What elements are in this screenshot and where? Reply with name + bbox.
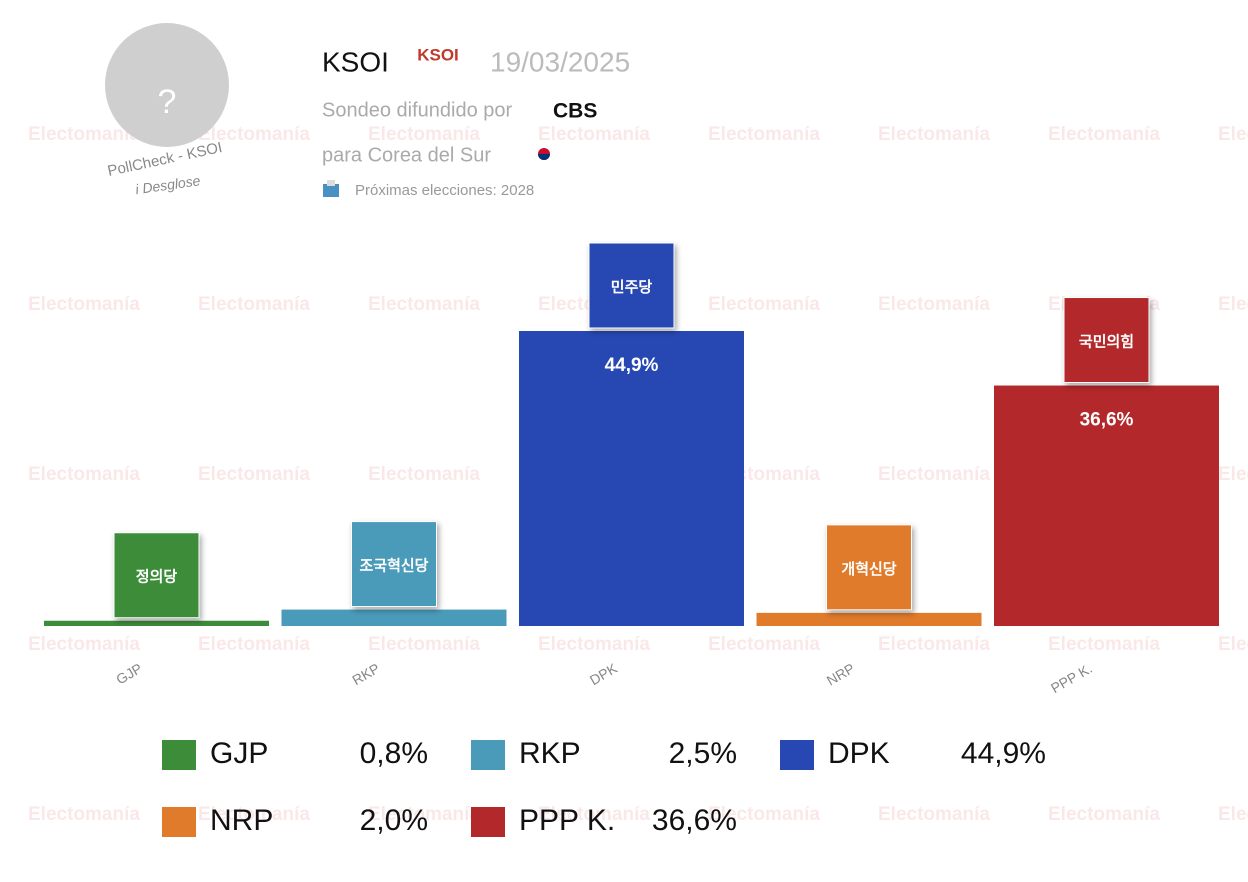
watermark: Electomanía [368,464,480,485]
legend-icon [471,740,505,770]
legend-value: 0,8% [360,737,428,770]
bar [519,331,744,626]
flag [531,144,557,164]
sponsor-text: Sondeo difundido por [322,99,512,121]
date: 19/03/2025 [490,46,630,77]
watermark: Electomanía [1218,294,1248,315]
sponsor: CBS [553,100,597,123]
x-tick-label: DPK [587,660,621,689]
pollster: KSOI [322,46,389,77]
bar [44,620,269,626]
legend-icon [162,740,196,770]
avatar-mark: ? [158,83,177,121]
legend-name: DPK [828,737,890,770]
party-logo [1063,297,1150,384]
ballot-icon [323,180,339,197]
legend-name: PPP K. [519,804,615,837]
x-tick-label: GJP [113,660,145,687]
legend-value: 2,5% [669,737,737,770]
watermark: Electomanía [28,124,140,145]
watermark: Electomanía [368,294,480,315]
watermark: Electomanía [28,464,140,485]
watermark: Electomanía [708,294,820,315]
watermark: Electomanía [28,804,140,825]
watermark: Electomanía [708,634,820,655]
watermark: Electomanía [198,464,310,485]
party-logo [826,524,912,611]
party-logo-text: 국민의힘 [1079,333,1134,351]
watermark: Electomanía [538,634,650,655]
legend-icon [471,807,505,837]
watermark: Electomanía [198,124,310,145]
avatar [105,23,229,147]
party-logo [588,242,675,329]
watermark: Electomanía [538,124,650,145]
x-tick-label: PPP K. [1048,660,1095,696]
legend-icon [780,740,814,770]
party-logo-text: 정의당 [136,568,178,586]
bar [281,609,507,626]
watermark: Electomanía [708,124,820,145]
bar [994,385,1219,626]
breakdown: i Desglose [134,172,201,197]
watermark: Electomanía [1218,634,1248,655]
watermark: Electomanía [878,464,990,485]
watermark: Electomanía [1218,124,1248,145]
watermark: Electomanía [198,294,310,315]
bar [756,612,982,626]
legend-value: 44,9% [961,737,1046,770]
legend-value: 2,0% [360,804,428,837]
watermark: Electomanía [878,634,990,655]
legend-name: RKP [519,737,581,770]
watermark: Electomanía [28,294,140,315]
pollster-logo: KSOI [417,45,459,64]
legend-name: GJP [210,737,268,770]
watermark: Electomanía [368,634,480,655]
watermark: Electomanía [28,634,140,655]
watermark: Electomanía [878,294,990,315]
x-tick-label: RKP [349,660,382,688]
watermark: Electomanía [1218,464,1248,485]
party-logo [113,532,200,619]
watermark: Electomanía [198,804,310,825]
party-logo [351,521,437,608]
country-text: para Corea del Sur [322,144,491,166]
x-tick-label: NRP [824,660,858,689]
legend-name: NRP [210,804,273,837]
legend-value: 36,6% [652,804,737,837]
watermark: Electomanía [1048,634,1160,655]
watermark: Electomanía [878,124,990,145]
watermark: Electomanía [368,804,480,825]
party-logo-text: 개혁신당 [841,560,896,578]
watermark: Electomanía [1048,804,1160,825]
value-label: 36,6% [1080,410,1134,431]
party-logo-text: 조국혁신당 [359,557,428,575]
watermark: Electomanía [198,634,310,655]
watermark: Electomanía [1218,804,1248,825]
watermark: Electomanía [368,124,480,145]
next-election: Próximas elecciones: 2028 [355,182,534,199]
value-label: 44,9% [605,355,659,376]
watermark: Electomanía [1048,124,1160,145]
watermark: Electomanía [538,804,650,825]
watermark: Electomanía [708,804,820,825]
legend-icon [162,807,196,837]
watermark: Electomanía [878,804,990,825]
party-logo-text: 민주당 [611,278,653,296]
